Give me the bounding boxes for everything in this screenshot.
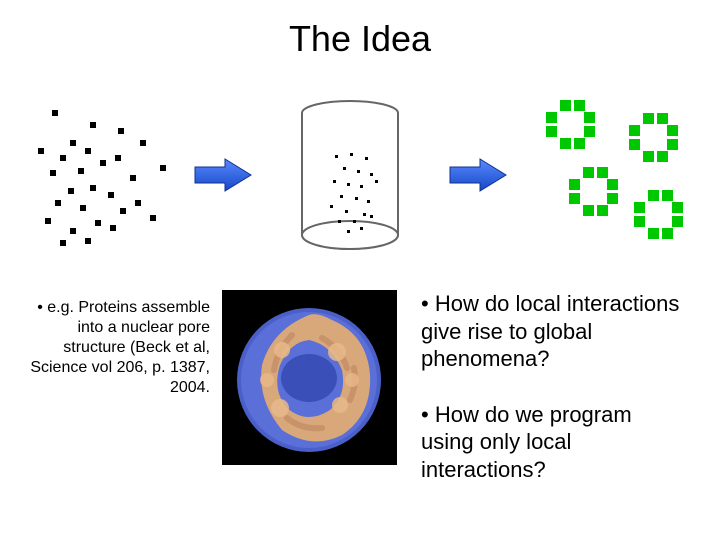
- particle-dot: [100, 160, 106, 166]
- assembled-ring: [542, 100, 592, 150]
- particle-dot: [45, 218, 51, 224]
- particle-dot: [135, 200, 141, 206]
- particle-dot: [130, 175, 136, 181]
- particle-dot: [345, 210, 348, 213]
- particle-dot: [150, 215, 156, 221]
- assembled-ring: [565, 167, 615, 217]
- particle-dot: [160, 165, 166, 171]
- particle-dot: [365, 157, 368, 160]
- particle-dot: [85, 238, 91, 244]
- assembled-ring: [625, 113, 675, 163]
- particle-dot: [370, 173, 373, 176]
- particle-dot: [343, 167, 346, 170]
- particle-dot: [355, 197, 358, 200]
- particle-dot: [375, 180, 378, 183]
- arrow-icon: [448, 155, 508, 195]
- particle-dot: [95, 220, 101, 226]
- particle-dot: [90, 185, 96, 191]
- particle-dot: [78, 168, 84, 174]
- particle-dot: [38, 148, 44, 154]
- particle-dot: [55, 200, 61, 206]
- particle-dot: [50, 170, 56, 176]
- particle-dot: [330, 205, 333, 208]
- particle-dot: [85, 148, 91, 154]
- assembled-ring: [630, 190, 680, 240]
- particle-dot: [68, 188, 74, 194]
- arrow-icon: [193, 155, 253, 195]
- assembled-structures: [530, 95, 690, 255]
- beaker-with-particles: [275, 95, 425, 255]
- citation-text: • e.g. Proteins assemble into a nuclear …: [30, 290, 210, 398]
- scattered-particles: [30, 100, 170, 250]
- particle-dot: [370, 215, 373, 218]
- particle-dot: [360, 185, 363, 188]
- question-item: • How do we program using only local int…: [421, 401, 690, 484]
- particle-dot: [347, 230, 350, 233]
- particle-dot: [60, 240, 66, 246]
- particle-dot: [60, 155, 66, 161]
- particle-dot: [140, 140, 146, 146]
- particle-dot: [350, 153, 353, 156]
- particle-dot: [90, 122, 96, 128]
- question-item: • How do local interactions give rise to…: [421, 290, 690, 373]
- particle-dot: [80, 205, 86, 211]
- particle-dot: [115, 155, 121, 161]
- particle-dot: [335, 155, 338, 158]
- particle-dot: [357, 170, 360, 173]
- particle-dot: [363, 213, 366, 216]
- particle-dot: [120, 208, 126, 214]
- details-row: • e.g. Proteins assemble into a nuclear …: [30, 290, 690, 500]
- particle-dot: [333, 180, 336, 183]
- slide-title: The Idea: [0, 18, 720, 60]
- particle-dot: [340, 195, 343, 198]
- concept-sequence: [30, 90, 690, 260]
- protein-structure-image: [222, 290, 397, 465]
- particle-dot: [70, 228, 76, 234]
- particle-dot: [70, 140, 76, 146]
- particle-dot: [338, 220, 341, 223]
- particle-dot: [347, 183, 350, 186]
- question-list: • How do local interactions give rise to…: [421, 290, 690, 511]
- particle-dot: [118, 128, 124, 134]
- particle-dot: [108, 192, 114, 198]
- particle-dot: [360, 227, 363, 230]
- particle-dot: [110, 225, 116, 231]
- particle-dot: [353, 220, 356, 223]
- particle-dot: [52, 110, 58, 116]
- particle-dot: [367, 200, 370, 203]
